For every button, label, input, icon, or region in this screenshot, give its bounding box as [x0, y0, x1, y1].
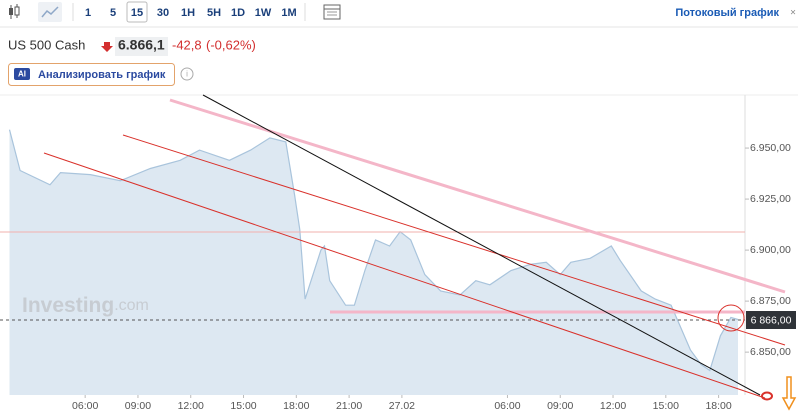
interval-selected	[126, 1, 148, 23]
area-fill	[9, 129, 738, 395]
price: 6.866,1	[118, 37, 165, 53]
interval-button[interactable]: 5H	[207, 7, 221, 19]
price-line	[8, 129, 739, 372]
x-tick-label: 09:00	[547, 400, 573, 412]
interval-button[interactable]: 15	[131, 7, 143, 19]
close[interactable]: ×	[790, 8, 796, 19]
drawings	[0, 94, 797, 411]
x-tick-label: 18:00	[705, 400, 731, 412]
x-tick-label: 21:00	[336, 400, 362, 412]
info-icon[interactable]	[180, 67, 194, 81]
watermark: Investing.com	[22, 294, 149, 317]
ai-badge	[14, 68, 30, 80]
interval-button[interactable]: 1D	[231, 7, 245, 19]
channel-line	[122, 134, 786, 346]
target-marker	[761, 391, 773, 401]
x-tick-label: 27.02	[389, 400, 415, 412]
change: -42,8	[172, 37, 202, 52]
instrument-name: US 500 Cash	[8, 37, 85, 52]
analyze-label[interactable]: Анализировать график	[38, 69, 166, 81]
stream-link[interactable]: Потоковый график	[675, 7, 779, 19]
x-tick-label: 12:00	[178, 400, 204, 412]
price-bg	[115, 37, 168, 56]
y-tick-label: 6.950,00	[750, 142, 791, 154]
y-tick-label: 6.925,00	[750, 193, 791, 205]
x-tick-label: 09:00	[125, 400, 151, 412]
x-tick-label: 06:00	[494, 400, 520, 412]
table-icon[interactable]	[323, 4, 341, 20]
watermark-suffix: .com	[114, 297, 149, 314]
channel-line	[43, 152, 766, 399]
area-icon-line	[41, 6, 59, 18]
down-arrow-marker	[781, 376, 797, 411]
watermark-brand: Investing	[22, 294, 114, 317]
x-tick-label: 06:00	[72, 400, 98, 412]
interval-button[interactable]: 1M	[281, 7, 296, 19]
x-tick-label: 15:00	[230, 400, 256, 412]
circle-marker	[717, 304, 745, 332]
analyze-button[interactable]	[8, 63, 175, 86]
x-tick-label: 15:00	[653, 400, 679, 412]
info-i: i	[186, 70, 188, 79]
interval-button[interactable]: 1H	[181, 7, 195, 19]
interval-button[interactable]: 1	[85, 7, 91, 19]
interval-button[interactable]: 5	[110, 7, 116, 19]
price-label-bg	[746, 311, 796, 329]
y-tick-label: 6.850,00	[750, 346, 791, 358]
down-arrow	[101, 42, 113, 52]
area-chart-icon[interactable]	[38, 2, 62, 22]
interval-button[interactable]: 30	[157, 7, 169, 19]
chart-type-icon[interactable]	[9, 4, 20, 19]
trend-line-black	[202, 94, 761, 396]
y-tick-label: 6.900,00	[750, 244, 791, 256]
ai-badge-text: AI	[18, 70, 26, 79]
interval-button[interactable]: 1W	[255, 7, 272, 19]
price-label: 6 866,00	[751, 314, 792, 326]
x-tick-label: 18:00	[283, 400, 309, 412]
x-tick-label: 12:00	[600, 400, 626, 412]
y-tick-label: 6.875,00	[750, 295, 791, 307]
change-pct: (-0,62%)	[206, 37, 256, 52]
